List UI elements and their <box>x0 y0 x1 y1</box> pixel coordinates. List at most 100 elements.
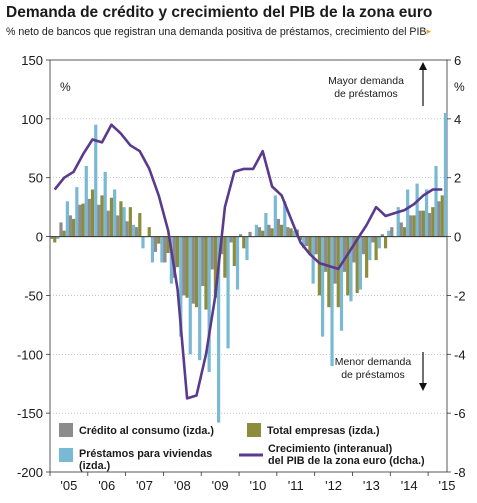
consumer-credit-bar <box>257 227 262 237</box>
left-tick-label: 0 <box>36 230 43 245</box>
housing-loan-bar <box>160 236 164 263</box>
consumer-credit-bar <box>361 236 366 255</box>
housing-loan-bar <box>235 236 240 290</box>
consumer-credit-bar <box>163 236 167 263</box>
consumer-credit-bar <box>172 236 177 278</box>
housing-loan-bar <box>113 189 117 237</box>
housing-loan-bar <box>94 124 98 237</box>
consumer-credit-bar <box>134 227 139 237</box>
consumer-credit-bar <box>191 236 195 304</box>
consumer-credit-bar <box>106 210 110 237</box>
x-tick-label: '15 <box>439 478 456 493</box>
total-business-bar <box>261 230 265 237</box>
housing-loan-bar <box>415 183 419 237</box>
housing-loan-bar <box>122 207 126 237</box>
total-business-bar <box>327 236 331 308</box>
total-business-bar <box>176 236 180 268</box>
consumer-credit-bar <box>153 236 158 252</box>
consumer-credit-bar <box>342 236 347 272</box>
legend-label-gdp: Crecimiento (interanual) del PIB de la zo… <box>268 443 425 467</box>
total-business-bar <box>279 224 284 237</box>
total-business-bar <box>90 189 95 237</box>
total-business-bar <box>402 227 407 237</box>
consumer-credit-bar <box>286 227 290 237</box>
consumer-credit-bar <box>210 236 214 270</box>
housing-loan-bar <box>141 236 145 249</box>
consumer-credit-bar <box>276 218 280 237</box>
left-tick-label: 50 <box>29 171 43 186</box>
total-business-bar <box>166 236 170 254</box>
total-business-bar <box>204 236 208 310</box>
total-business-bar <box>412 215 416 237</box>
right-tick-label: 2 <box>454 171 461 186</box>
housing-loan-bar <box>320 236 325 337</box>
consumer-credit-bar <box>314 236 318 255</box>
arrow-down-head <box>419 383 427 391</box>
consumer-credit-bar <box>371 236 375 243</box>
total-business-bar <box>62 230 66 237</box>
housing-loan-bar <box>406 189 410 237</box>
legend-label-housing: Préstamos para viviendas (izda.) <box>79 448 212 472</box>
annotation-higher-demand: Mayor demanda de préstamos <box>328 75 404 100</box>
right-tick-label: 0 <box>454 230 461 245</box>
total-business-bar <box>185 236 189 298</box>
total-business-bar <box>213 236 218 298</box>
housing-loan-bar <box>283 201 287 237</box>
housing-loan-bar <box>254 224 259 237</box>
consumer-credit-bar <box>333 236 337 284</box>
housing-loan-bar <box>169 236 173 284</box>
housing-loan-bar <box>387 230 391 237</box>
housing-loan-bar <box>131 224 136 237</box>
left-tick-label: 150 <box>21 53 43 68</box>
housing-loan-bar <box>339 236 344 331</box>
housing-loan-bar <box>56 236 60 239</box>
total-business-bar <box>119 201 123 237</box>
x-tick-label: '13 <box>363 478 380 493</box>
x-tick-label: '10 <box>249 478 266 493</box>
consumer-credit-bar <box>267 224 271 237</box>
consumer-credit-bar <box>238 234 243 237</box>
consumer-credit-bar <box>352 236 356 263</box>
housing-loan-bar <box>368 236 372 261</box>
total-business-bar <box>374 236 378 261</box>
total-business-bar <box>53 236 57 243</box>
consumer-credit-bar <box>428 213 432 237</box>
right-tick-label: -4 <box>454 347 466 362</box>
left-tick-label: -200 <box>17 465 43 480</box>
housing-loan-bar <box>396 207 400 237</box>
consumer-credit-bar <box>116 215 120 237</box>
chart-title: Demanda de crédito y crecimiento del PIB… <box>6 4 433 21</box>
total-business-bar <box>157 236 161 244</box>
total-business-bar <box>431 207 435 237</box>
housing-loan-bar <box>264 213 268 237</box>
total-business-bar <box>100 195 104 237</box>
total-business-bar <box>440 195 444 237</box>
housing-loan-bar <box>150 236 155 263</box>
total-business-bar <box>72 218 76 237</box>
x-tick-label: '12 <box>325 478 342 493</box>
consumer-credit-bar <box>125 221 129 237</box>
right-tick-label: -8 <box>454 465 466 480</box>
housing-loan-bar <box>358 236 363 290</box>
total-business-bar <box>109 197 114 237</box>
right-tick-label: -6 <box>454 406 466 421</box>
total-business-bar <box>147 227 151 237</box>
housing-loan-bar <box>349 236 353 302</box>
legend-swatch-housing <box>59 448 73 462</box>
consumer-credit-bar <box>418 210 422 237</box>
total-business-bar <box>270 228 274 237</box>
plot-frame <box>49 59 448 473</box>
housing-loan-bar <box>330 236 334 367</box>
housing-loan-bar <box>273 195 277 237</box>
housing-loan-bar <box>424 189 429 237</box>
consumer-credit-bar <box>305 236 309 246</box>
left-tick-label: -150 <box>17 406 43 421</box>
gdp-growth-line <box>53 123 443 400</box>
consumer-credit-bar <box>201 236 205 287</box>
left-tick-label: 100 <box>21 112 43 127</box>
consumer-credit-bar <box>229 236 233 243</box>
x-tick-label: '07 <box>136 478 153 493</box>
total-business-bar <box>317 236 321 296</box>
